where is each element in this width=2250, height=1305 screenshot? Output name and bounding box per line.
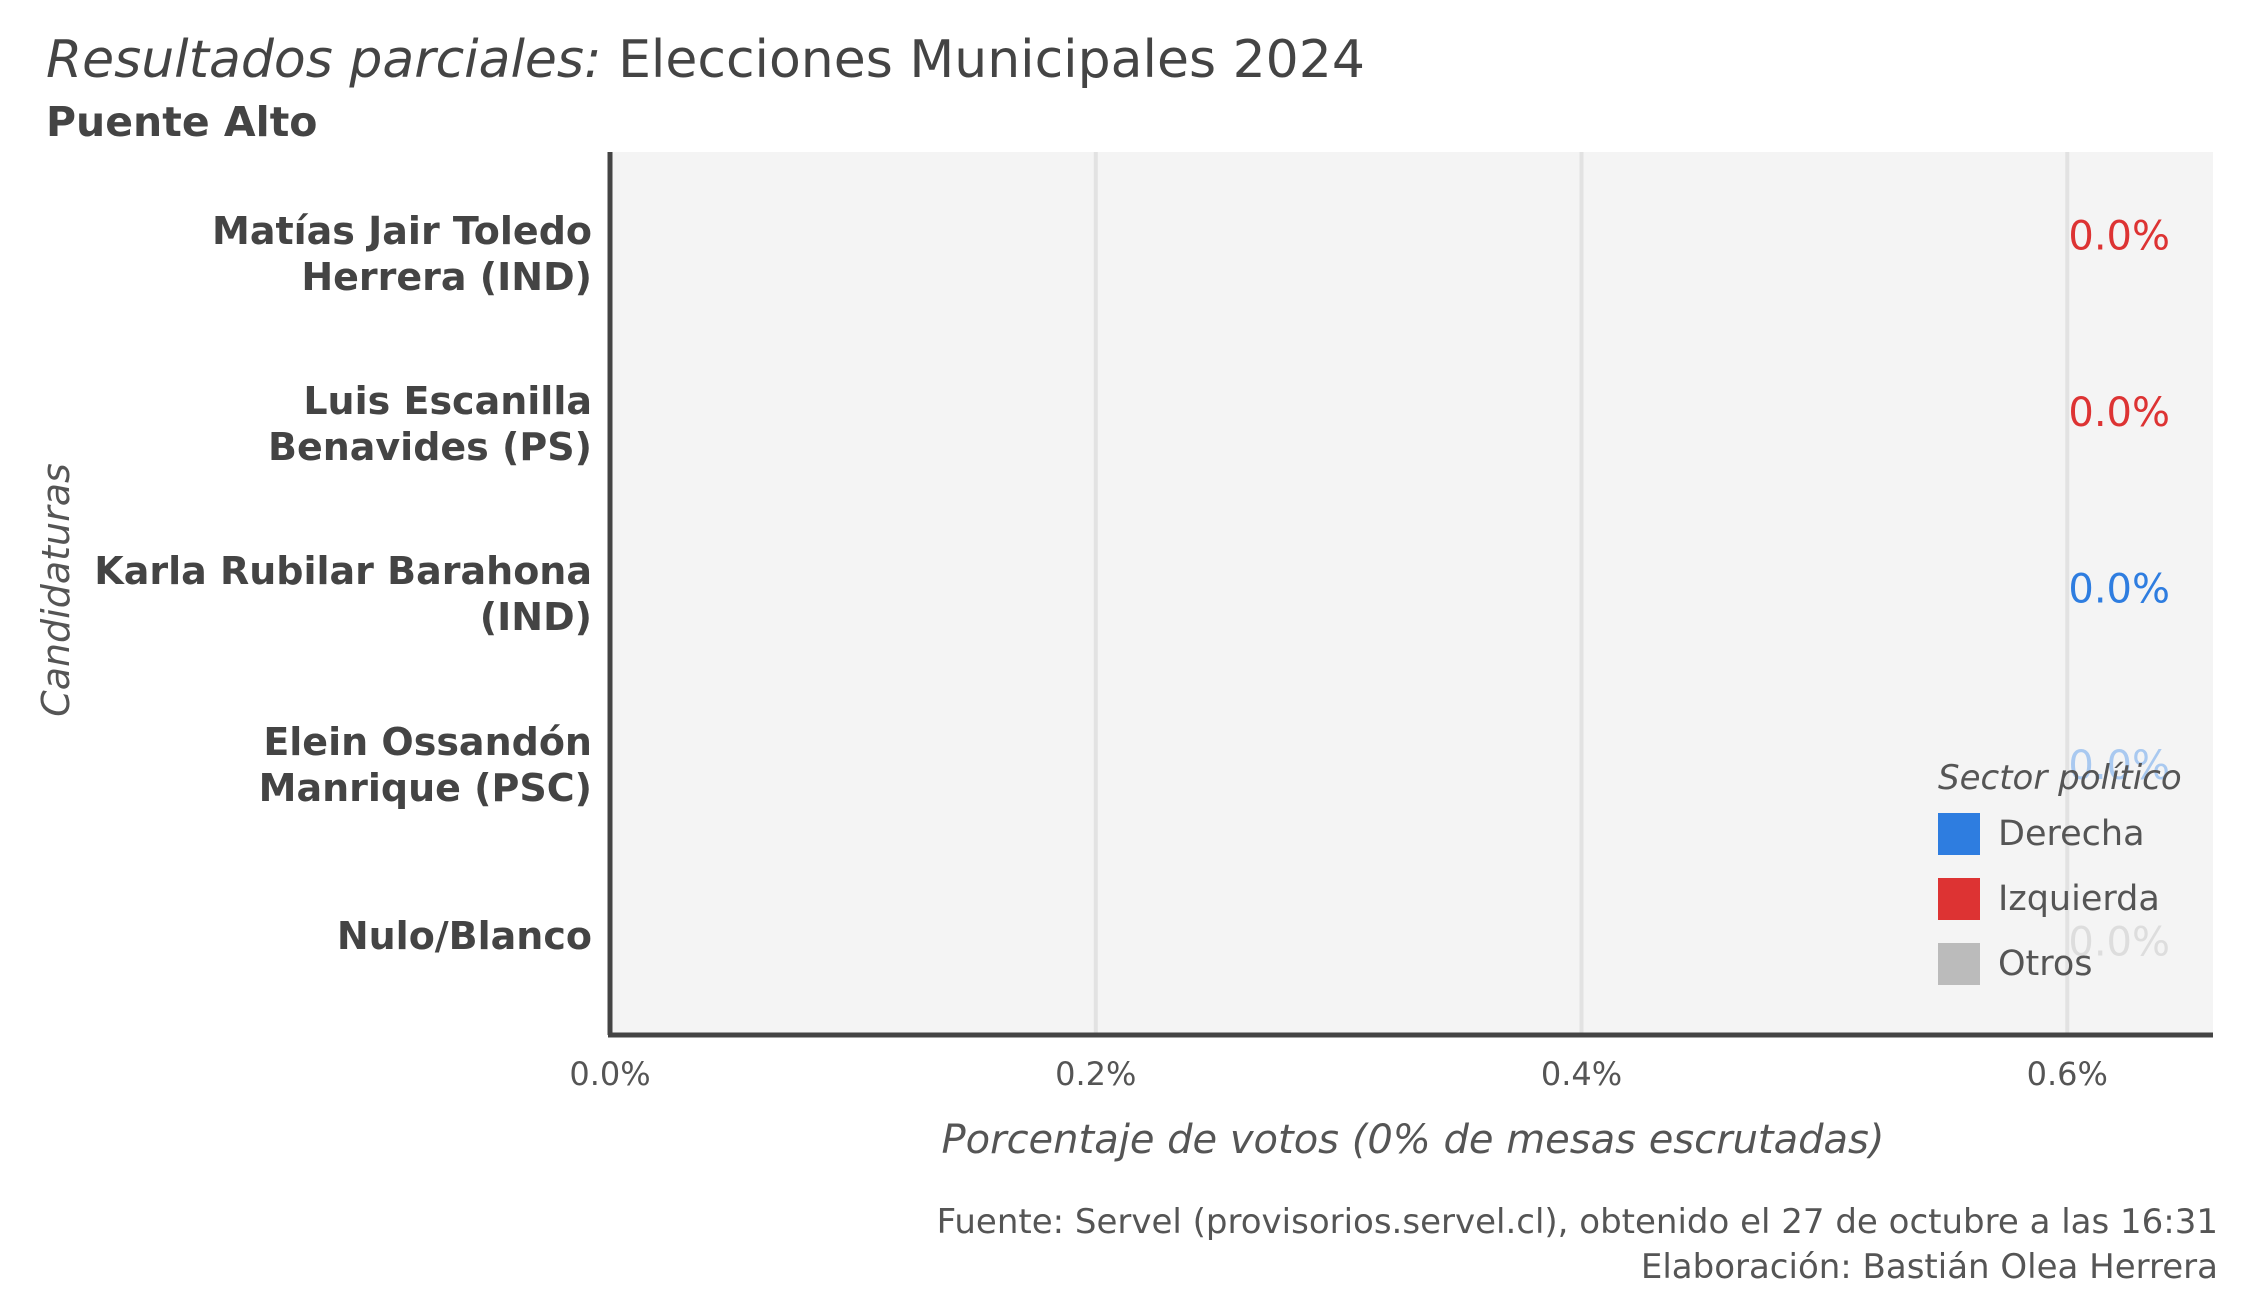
x-tick-label: 0.4%: [1541, 1055, 1622, 1093]
candidate-label-line: Manrique (PSC): [258, 766, 592, 810]
candidate-label-line: Elein Ossandón: [263, 720, 592, 764]
legend-label: Izquierda: [1998, 879, 2160, 919]
bar-value-label: 0.0%: [2068, 920, 2170, 966]
candidate-label-line: (IND): [479, 595, 592, 639]
caption: Fuente: Servel (provisorios.servel.cl), …: [937, 1200, 2218, 1290]
candidate-label: Elein Ossandón Manrique (PSC): [32, 719, 592, 811]
legend-title: Sector político: [1938, 758, 2182, 798]
title-italic: Resultados parciales:: [46, 30, 602, 90]
candidate-label-line: Herrera (IND): [301, 255, 592, 299]
x-tick-label: 0.0%: [569, 1055, 650, 1093]
x-tick-label: 0.2%: [1055, 1055, 1136, 1093]
legend: Sector político Derecha Izquierda Otros: [1938, 758, 2182, 1007]
candidate-label-line: Nulo/Blanco: [336, 914, 592, 958]
candidate-label-line: Benavides (PS): [267, 425, 592, 469]
caption-author: Elaboración: Bastián Olea Herrera: [1640, 1247, 2218, 1287]
bar-value-label: 0.0%: [2068, 213, 2170, 259]
candidate-label-line: Karla Rubilar Barahona: [94, 549, 592, 593]
legend-swatch: [1938, 943, 1980, 985]
chart-subtitle: Puente Alto: [46, 98, 318, 146]
bar-value-label: 0.0%: [2068, 390, 2170, 436]
legend-item-otros: Otros: [1938, 942, 2182, 986]
legend-swatch: [1938, 813, 1980, 855]
x-tick-label: 0.6%: [2027, 1055, 2108, 1093]
legend-item-izquierda: Izquierda: [1938, 877, 2182, 921]
chart-title: Resultados parciales: Elecciones Municip…: [46, 30, 1365, 90]
legend-item-derecha: Derecha: [1938, 812, 2182, 856]
candidate-label: Luis Escanilla Benavides (PS): [32, 378, 592, 470]
candidate-label: Karla Rubilar Barahona (IND): [32, 548, 592, 640]
bar-value-label: 0.0%: [2068, 743, 2170, 789]
legend-label: Otros: [1998, 944, 2093, 984]
candidate-label: Matías Jair Toledo Herrera (IND): [32, 208, 592, 300]
legend-label: Derecha: [1998, 814, 2145, 854]
bar-value-label: 0.0%: [2068, 567, 2170, 613]
x-axis-label: Porcentaje de votos (0% de mesas escruta…: [941, 1117, 1885, 1163]
candidate-label-line: Luis Escanilla: [303, 379, 592, 423]
candidate-label: Nulo/Blanco: [32, 913, 592, 959]
caption-source: Fuente: Servel (provisorios.servel.cl), …: [936, 1202, 2218, 1242]
title-main: Elecciones Municipales 2024: [618, 30, 1365, 90]
candidate-label-line: Matías Jair Toledo: [212, 209, 592, 253]
legend-swatch: [1938, 878, 1980, 920]
